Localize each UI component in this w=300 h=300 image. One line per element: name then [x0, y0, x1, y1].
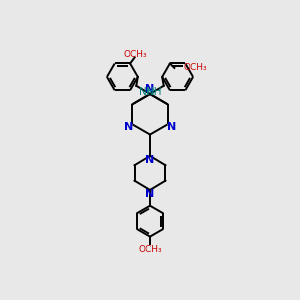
Text: N: N: [146, 189, 154, 200]
Text: N: N: [167, 122, 176, 132]
Text: OCH₃: OCH₃: [123, 50, 147, 59]
Text: OCH₃: OCH₃: [183, 64, 207, 73]
Text: N: N: [146, 155, 154, 165]
Text: NH: NH: [146, 87, 161, 97]
Text: N: N: [146, 84, 154, 94]
Text: N: N: [124, 122, 133, 132]
Text: NH: NH: [139, 87, 154, 97]
Text: OCH₃: OCH₃: [138, 244, 162, 253]
